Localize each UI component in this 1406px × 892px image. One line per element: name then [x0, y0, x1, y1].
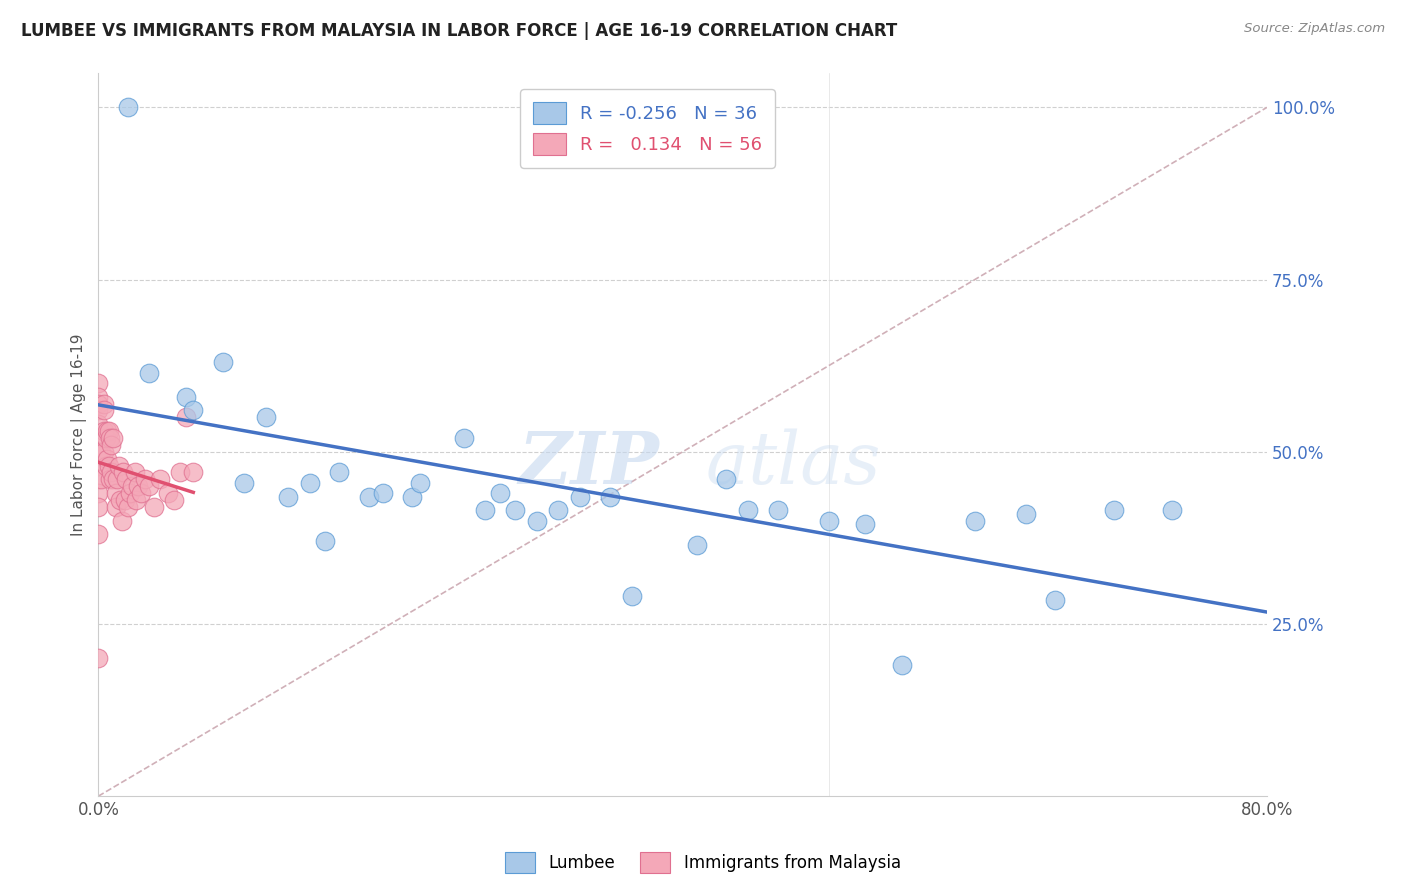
Point	[163, 493, 186, 508]
Point	[129, 486, 152, 500]
Point	[121, 479, 143, 493]
Point	[100, 466, 122, 480]
Point	[98, 431, 121, 445]
Point	[110, 493, 132, 508]
Point	[97, 458, 120, 473]
Point	[181, 403, 204, 417]
Point	[409, 475, 432, 490]
Point	[90, 444, 112, 458]
Point	[120, 486, 142, 500]
Point	[87, 527, 110, 541]
Point	[1043, 592, 1066, 607]
Point	[211, 355, 233, 369]
Point	[117, 500, 139, 514]
Legend: Lumbee, Immigrants from Malaysia: Lumbee, Immigrants from Malaysia	[499, 846, 907, 880]
Point	[254, 410, 277, 425]
Point	[93, 444, 115, 458]
Point	[87, 486, 110, 500]
Point	[233, 475, 256, 490]
Point	[107, 458, 129, 473]
Point	[373, 486, 395, 500]
Text: ZIP: ZIP	[519, 428, 659, 499]
Point	[357, 490, 380, 504]
Point	[87, 651, 110, 665]
Text: atlas: atlas	[706, 428, 882, 499]
Point	[93, 424, 115, 438]
Point	[90, 472, 112, 486]
Point	[314, 534, 336, 549]
Point	[1161, 503, 1184, 517]
Point	[138, 366, 160, 380]
Point	[526, 514, 548, 528]
Point	[87, 444, 110, 458]
Point	[87, 417, 110, 432]
Point	[114, 493, 136, 508]
Legend: R = -0.256   N = 36, R =   0.134   N = 56: R = -0.256 N = 36, R = 0.134 N = 56	[520, 89, 775, 168]
Point	[766, 503, 789, 517]
Point	[174, 410, 197, 425]
Point	[105, 472, 128, 486]
Point	[474, 503, 496, 517]
Point	[174, 390, 197, 404]
Point	[87, 376, 110, 390]
Point	[716, 472, 738, 486]
Point	[817, 514, 839, 528]
Point	[547, 503, 569, 517]
Point	[101, 431, 124, 445]
Point	[138, 479, 160, 493]
Point	[94, 431, 117, 445]
Point	[98, 472, 121, 486]
Point	[115, 472, 138, 486]
Point	[686, 538, 709, 552]
Point	[142, 500, 165, 514]
Point	[134, 472, 156, 486]
Point	[149, 472, 172, 486]
Point	[299, 475, 322, 490]
Point	[890, 658, 912, 673]
Point	[124, 466, 146, 480]
Point	[489, 486, 512, 500]
Point	[94, 458, 117, 473]
Point	[277, 490, 299, 504]
Text: Source: ZipAtlas.com: Source: ZipAtlas.com	[1244, 22, 1385, 36]
Point	[569, 490, 592, 504]
Point	[93, 396, 115, 410]
Y-axis label: In Labor Force | Age 16-19: In Labor Force | Age 16-19	[72, 334, 87, 536]
Point	[87, 500, 110, 514]
Point	[87, 403, 110, 417]
Point	[104, 486, 127, 500]
Point	[853, 517, 876, 532]
Point	[1102, 503, 1125, 517]
Point	[453, 431, 475, 445]
Point	[125, 493, 148, 508]
Point	[112, 466, 135, 480]
Point	[87, 472, 110, 486]
Point	[111, 514, 134, 528]
Point	[87, 390, 110, 404]
Point	[87, 431, 110, 445]
Point	[87, 396, 110, 410]
Point	[104, 500, 127, 514]
Point	[963, 514, 986, 528]
Text: LUMBEE VS IMMIGRANTS FROM MALAYSIA IN LABOR FORCE | AGE 16-19 CORRELATION CHART: LUMBEE VS IMMIGRANTS FROM MALAYSIA IN LA…	[21, 22, 897, 40]
Point	[127, 479, 149, 493]
Point	[503, 503, 526, 517]
Point	[328, 466, 350, 480]
Point	[87, 458, 110, 473]
Point	[401, 490, 423, 504]
Point	[93, 403, 115, 417]
Point	[96, 451, 118, 466]
Point	[181, 466, 204, 480]
Point	[157, 486, 180, 500]
Point	[1015, 507, 1038, 521]
Point	[100, 438, 122, 452]
Point	[737, 503, 759, 517]
Point	[599, 490, 621, 504]
Point	[96, 424, 118, 438]
Point	[169, 466, 191, 480]
Point	[101, 472, 124, 486]
Point	[117, 100, 139, 114]
Point	[620, 590, 643, 604]
Point	[97, 424, 120, 438]
